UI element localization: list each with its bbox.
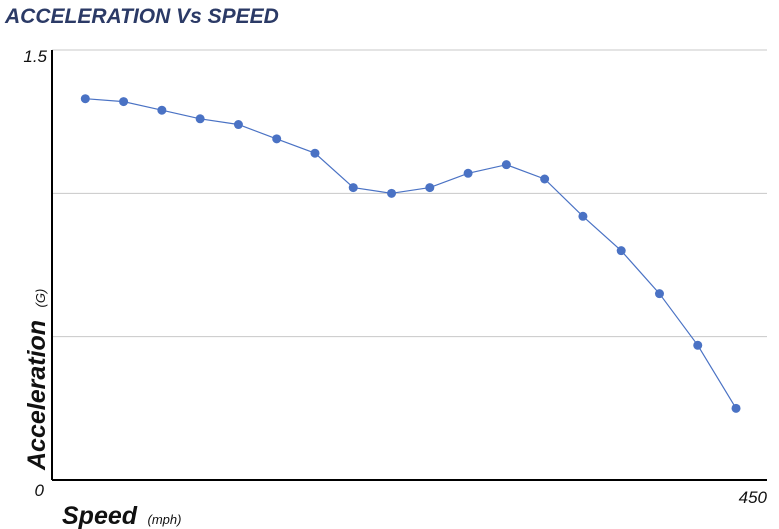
data-point-8: [387, 188, 397, 198]
data-point-10: [463, 168, 473, 178]
gridlines: [52, 49, 767, 338]
chart-title: ACCELERATION Vs SPEED: [4, 5, 279, 28]
series-line: [85, 98, 737, 409]
data-point-9: [425, 183, 435, 193]
y-axis-label-unit: (G): [33, 289, 48, 308]
data-point-17: [731, 403, 741, 413]
data-point-7: [348, 183, 358, 193]
data-point-13: [578, 211, 588, 221]
x-tick-label-max: 450: [739, 488, 768, 507]
data-point-5: [272, 134, 282, 144]
y-axis-label-text: Acceleration: [23, 320, 51, 471]
x-axis-label: Speed (mph): [62, 502, 181, 529]
svg-text:Acceleration (G): Acceleration (G): [23, 289, 51, 471]
data-points: [80, 94, 741, 413]
data-point-16: [693, 340, 703, 350]
data-point-15: [654, 289, 664, 299]
y-axis-label: Acceleration (G): [23, 289, 51, 471]
x-axis-label-text: Speed: [62, 502, 138, 529]
data-point-6: [310, 148, 320, 158]
data-point-4: [233, 120, 243, 130]
data-point-14: [616, 246, 626, 256]
data-point-11: [501, 160, 511, 170]
data-point-12: [540, 174, 550, 184]
data-point-2: [157, 105, 167, 115]
data-point-0: [80, 94, 90, 104]
x-axis-label-unit: (mph): [147, 512, 181, 527]
y-tick-label-min: 0: [35, 481, 45, 500]
data-point-1: [119, 97, 129, 107]
data-point-3: [195, 114, 205, 124]
y-tick-label-max: 1.5: [23, 47, 47, 66]
